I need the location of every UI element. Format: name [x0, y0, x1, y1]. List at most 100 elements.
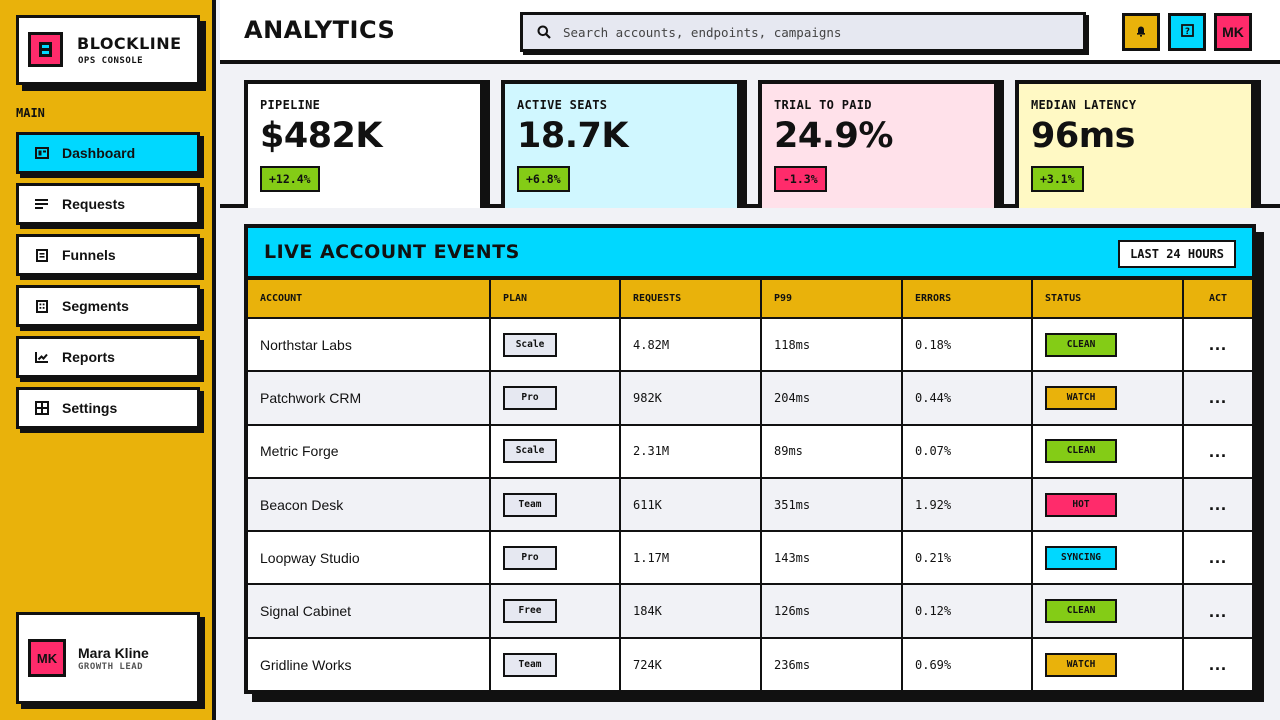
kpi-label: TRIAL TO PAID — [774, 98, 872, 112]
cell-plan: Pro — [490, 371, 621, 426]
account-name[interactable]: Beacon Desk — [260, 496, 344, 513]
grid-icon — [35, 401, 49, 415]
cell-requests: 2.31M — [620, 424, 762, 479]
cell-action: ... — [1183, 531, 1252, 586]
status-badge: CLEAN — [1045, 439, 1117, 464]
table-row[interactable]: Gridline Works Team 724K 236ms 0.69% WATCH... — [248, 637, 1252, 692]
cell-p99: 351ms — [761, 477, 903, 533]
chart-icon — [35, 350, 49, 364]
help-button[interactable]: ? — [1168, 13, 1206, 51]
sidebar-item-settings[interactable]: Settings — [16, 387, 200, 429]
user-avatar-button[interactable]: MK — [1214, 13, 1252, 51]
cell-status: CLEAN — [1032, 318, 1184, 373]
row-actions-button[interactable]: ... — [1208, 440, 1227, 461]
cell-errors: 1.92% — [902, 477, 1033, 533]
plan-badge: Scale — [503, 332, 557, 357]
column-header-account[interactable]: ACCOUNT — [248, 280, 491, 319]
plan-badge: Scale — [503, 439, 557, 464]
notifications-button[interactable] — [1122, 13, 1160, 51]
user-name: Mara Kline — [78, 645, 149, 661]
account-name[interactable]: Gridline Works — [260, 656, 352, 673]
sidebar-item-requests[interactable]: Requests — [16, 183, 200, 225]
row-actions-button[interactable]: ... — [1208, 654, 1227, 675]
sidebar-item-funnels[interactable]: Funnels — [16, 234, 200, 276]
sidebar-item-label: Segments — [62, 298, 129, 314]
time-range-button[interactable]: LAST 24 HOURS — [1118, 240, 1236, 268]
search-input[interactable] — [563, 24, 1043, 40]
help-icon: ? — [1180, 24, 1194, 40]
sidebar-item-label: Dashboard — [62, 145, 136, 161]
table-body: Northstar Labs Scale 4.82M 118ms 0.18% CLEAN.… — [248, 318, 1252, 692]
kpi-label: ACTIVE SEATS — [517, 98, 608, 112]
table-row[interactable]: Loopway Studio Pro 1.17M 143ms 0.21% SYNCING.… — [248, 531, 1252, 586]
cell-account: Northstar Labs — [248, 318, 491, 373]
sidebar-item-label: Funnels — [62, 247, 116, 263]
cell-status: CLEAN — [1032, 584, 1184, 639]
kpi-value: $482K — [260, 116, 383, 156]
row-actions-button[interactable]: ... — [1208, 387, 1227, 408]
column-header-p99[interactable]: P99 — [761, 280, 903, 319]
sidebar-item-label: Reports — [62, 349, 115, 365]
kpi-value: 18.7K — [517, 116, 628, 156]
page-title: ANALYTICS — [244, 16, 396, 44]
sidebar-nav: Dashboard Requests Funnels Segments Repo… — [16, 132, 200, 438]
brand-card[interactable]: BLOCKLINE OPS CONSOLE — [16, 15, 200, 85]
account-name[interactable]: Loopway Studio — [260, 549, 360, 566]
bell-icon — [1136, 24, 1146, 40]
cell-status: WATCH — [1032, 371, 1184, 426]
cell-requests: 4.82M — [620, 318, 762, 373]
table-row[interactable]: Signal Cabinet Free 184K 126ms 0.12% CLEAN... — [248, 584, 1252, 639]
row-actions-button[interactable]: ... — [1208, 334, 1227, 355]
kpi-value: 96ms — [1031, 116, 1136, 156]
table-row[interactable]: Metric Forge Scale 2.31M 89ms 0.07% CLEAN... — [248, 424, 1252, 479]
cell-plan: Pro — [490, 531, 621, 586]
row-actions-button[interactable]: ... — [1208, 600, 1227, 621]
cell-account: Gridline Works — [248, 637, 491, 692]
sidebar-item-dashboard[interactable]: Dashboard — [16, 132, 200, 174]
cell-action: ... — [1183, 424, 1252, 479]
cell-plan: Scale — [490, 318, 621, 373]
avatar: MK — [28, 639, 66, 677]
search-bar[interactable] — [520, 12, 1086, 52]
dashboard-icon — [35, 146, 49, 160]
cell-status: HOT — [1032, 477, 1184, 533]
table-row[interactable]: Beacon Desk Team 611K 351ms 1.92% HOT... — [248, 477, 1252, 533]
cell-action: ... — [1183, 318, 1252, 373]
sidebar: BLOCKLINE OPS CONSOLE MAIN Dashboard Req… — [0, 0, 216, 720]
account-name[interactable]: Metric Forge — [260, 443, 339, 460]
cell-errors: 0.12% — [902, 584, 1033, 639]
plan-badge: Pro — [503, 385, 557, 410]
cell-errors: 0.18% — [902, 318, 1033, 373]
sidebar-item-segments[interactable]: Segments — [16, 285, 200, 327]
status-badge: HOT — [1045, 492, 1117, 517]
status-badge: WATCH — [1045, 385, 1117, 410]
cell-requests: 184K — [620, 584, 762, 639]
cell-account: Metric Forge — [248, 424, 491, 479]
kpi-card-trial-to-paid: TRIAL TO PAID 24.9% -1.3% — [758, 80, 998, 208]
user-profile-card[interactable]: MK Mara Kline GROWTH LEAD — [16, 612, 200, 704]
column-header-requests[interactable]: REQUESTS — [620, 280, 762, 319]
table-row[interactable]: Patchwork CRM Pro 982K 204ms 0.44% WATCH... — [248, 371, 1252, 426]
events-table: ACCOUNT PLAN REQUESTS P99 ERRORS STATUS … — [248, 280, 1252, 692]
account-name[interactable]: Northstar Labs — [260, 336, 352, 353]
column-header-status[interactable]: STATUS — [1032, 280, 1184, 319]
kpi-strip: PIPELINE $482K +12.4% ACTIVE SEATS 18.7K… — [220, 64, 1280, 208]
column-header-plan[interactable]: PLAN — [490, 280, 621, 319]
search-icon — [537, 25, 551, 39]
cell-action: ... — [1183, 638, 1252, 691]
cell-requests: 611K — [620, 477, 762, 533]
column-header-errors[interactable]: ERRORS — [902, 280, 1033, 319]
sidebar-item-reports[interactable]: Reports — [16, 336, 200, 378]
plan-badge: Pro — [503, 545, 557, 570]
account-name[interactable]: Patchwork CRM — [260, 389, 362, 406]
table-row[interactable]: Northstar Labs Scale 4.82M 118ms 0.18% CLEAN.… — [248, 318, 1252, 373]
svg-text:?: ? — [1185, 27, 1190, 37]
cell-p99: 118ms — [761, 318, 903, 373]
account-name[interactable]: Signal Cabinet — [260, 603, 352, 620]
plan-badge: Free — [503, 599, 557, 624]
kpi-card-active-seats: ACTIVE SEATS 18.7K +6.8% — [501, 80, 741, 208]
row-actions-button[interactable]: ... — [1208, 547, 1227, 568]
cell-action: ... — [1183, 584, 1252, 639]
row-actions-button[interactable]: ... — [1208, 494, 1227, 515]
kpi-label: MEDIAN LATENCY — [1031, 98, 1137, 112]
